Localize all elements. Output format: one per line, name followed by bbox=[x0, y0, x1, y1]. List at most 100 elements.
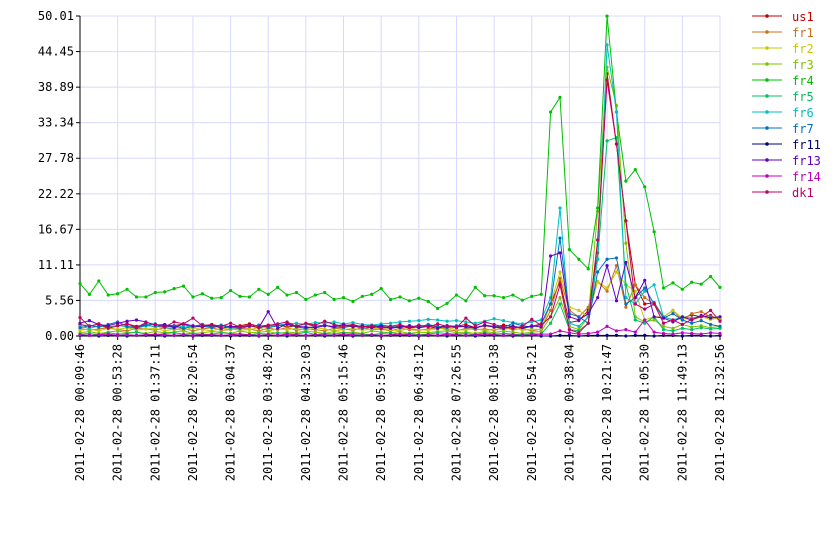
data-point bbox=[313, 333, 317, 337]
data-point bbox=[539, 323, 543, 327]
data-point bbox=[332, 329, 336, 334]
data-point bbox=[436, 306, 440, 311]
data-point bbox=[181, 284, 186, 288]
y-tick-label: 11.11 bbox=[38, 258, 74, 272]
data-point bbox=[276, 322, 280, 326]
data-point bbox=[247, 328, 252, 332]
data-point bbox=[605, 324, 609, 329]
data-point bbox=[624, 219, 628, 223]
data-point bbox=[351, 333, 355, 337]
legend-label: fr11 bbox=[792, 138, 821, 152]
data-point bbox=[417, 333, 421, 337]
data-point bbox=[200, 324, 204, 328]
data-point bbox=[671, 326, 675, 330]
data-point bbox=[718, 319, 722, 323]
data-point bbox=[643, 318, 647, 322]
data-point bbox=[191, 324, 195, 328]
data-point bbox=[680, 322, 684, 327]
y-tick-label: 38.89 bbox=[38, 80, 74, 94]
data-point bbox=[276, 326, 280, 330]
data-point bbox=[708, 274, 713, 279]
x-tick-label: 2011-02-28 05:15:46 bbox=[337, 344, 351, 481]
data-point bbox=[445, 324, 449, 329]
data-point bbox=[454, 333, 459, 337]
data-point bbox=[643, 185, 647, 189]
data-point bbox=[624, 328, 628, 332]
data-point bbox=[539, 332, 543, 336]
data-point bbox=[567, 315, 572, 319]
data-point bbox=[97, 333, 101, 337]
data-point bbox=[181, 322, 186, 326]
data-point bbox=[464, 320, 468, 324]
data-point bbox=[238, 332, 242, 336]
data-point bbox=[520, 328, 524, 332]
y-tick-label: 16.67 bbox=[38, 222, 74, 236]
data-point bbox=[661, 316, 666, 320]
data-point bbox=[454, 326, 459, 330]
data-point bbox=[153, 322, 157, 327]
legend-label: us1 bbox=[792, 10, 814, 24]
data-point bbox=[671, 281, 675, 285]
data-point bbox=[134, 333, 139, 337]
data-point bbox=[426, 325, 430, 329]
data-point bbox=[558, 283, 562, 287]
data-point bbox=[596, 280, 600, 284]
data-point bbox=[567, 248, 572, 252]
data-point bbox=[643, 289, 647, 293]
data-point bbox=[379, 287, 383, 291]
data-point bbox=[407, 326, 412, 330]
x-tick-label: 2011-02-28 01:37:11 bbox=[148, 344, 162, 481]
data-point bbox=[370, 333, 374, 337]
data-point bbox=[558, 296, 562, 300]
data-point bbox=[624, 302, 628, 306]
data-point bbox=[181, 326, 186, 330]
data-point bbox=[323, 319, 327, 323]
data-point bbox=[605, 14, 609, 18]
data-point bbox=[624, 241, 628, 245]
x-tick-label: 2011-02-28 12:32:56 bbox=[713, 344, 727, 481]
data-point bbox=[596, 330, 600, 334]
data-point bbox=[78, 326, 82, 330]
data-point bbox=[614, 256, 619, 260]
data-point bbox=[125, 333, 129, 337]
data-point bbox=[718, 315, 722, 319]
data-point bbox=[511, 293, 515, 297]
data-point bbox=[304, 333, 308, 337]
data-point bbox=[417, 319, 421, 323]
data-point bbox=[558, 236, 562, 240]
data-point bbox=[633, 283, 637, 287]
data-point bbox=[661, 286, 666, 290]
data-point bbox=[163, 333, 167, 337]
data-point bbox=[97, 325, 101, 329]
data-point bbox=[643, 333, 647, 337]
data-point bbox=[238, 329, 242, 333]
data-point bbox=[78, 281, 82, 286]
legend-label: fr5 bbox=[792, 90, 814, 104]
legend-marker bbox=[765, 62, 769, 66]
x-tick-label: 2011-02-28 00:53:28 bbox=[111, 344, 125, 481]
data-point bbox=[671, 308, 675, 313]
data-point bbox=[680, 318, 684, 322]
y-tick-label: 50.01 bbox=[38, 9, 74, 23]
data-point bbox=[219, 324, 223, 329]
data-point bbox=[247, 333, 252, 337]
data-point bbox=[690, 280, 694, 284]
data-point bbox=[558, 329, 562, 333]
legend-item: dk1 bbox=[752, 186, 814, 200]
data-point bbox=[624, 260, 628, 265]
data-point bbox=[116, 333, 120, 337]
data-point bbox=[690, 331, 694, 336]
data-point bbox=[708, 322, 713, 327]
data-point bbox=[181, 333, 186, 337]
data-point bbox=[605, 139, 609, 143]
data-point bbox=[577, 331, 581, 335]
legend-item: fr13 bbox=[752, 154, 821, 168]
data-point bbox=[398, 332, 402, 336]
legend-marker bbox=[765, 110, 769, 114]
data-point bbox=[407, 319, 412, 323]
data-point bbox=[671, 312, 675, 316]
data-point bbox=[351, 299, 355, 304]
data-point bbox=[426, 333, 430, 337]
data-point bbox=[548, 315, 553, 319]
data-point bbox=[445, 301, 449, 305]
